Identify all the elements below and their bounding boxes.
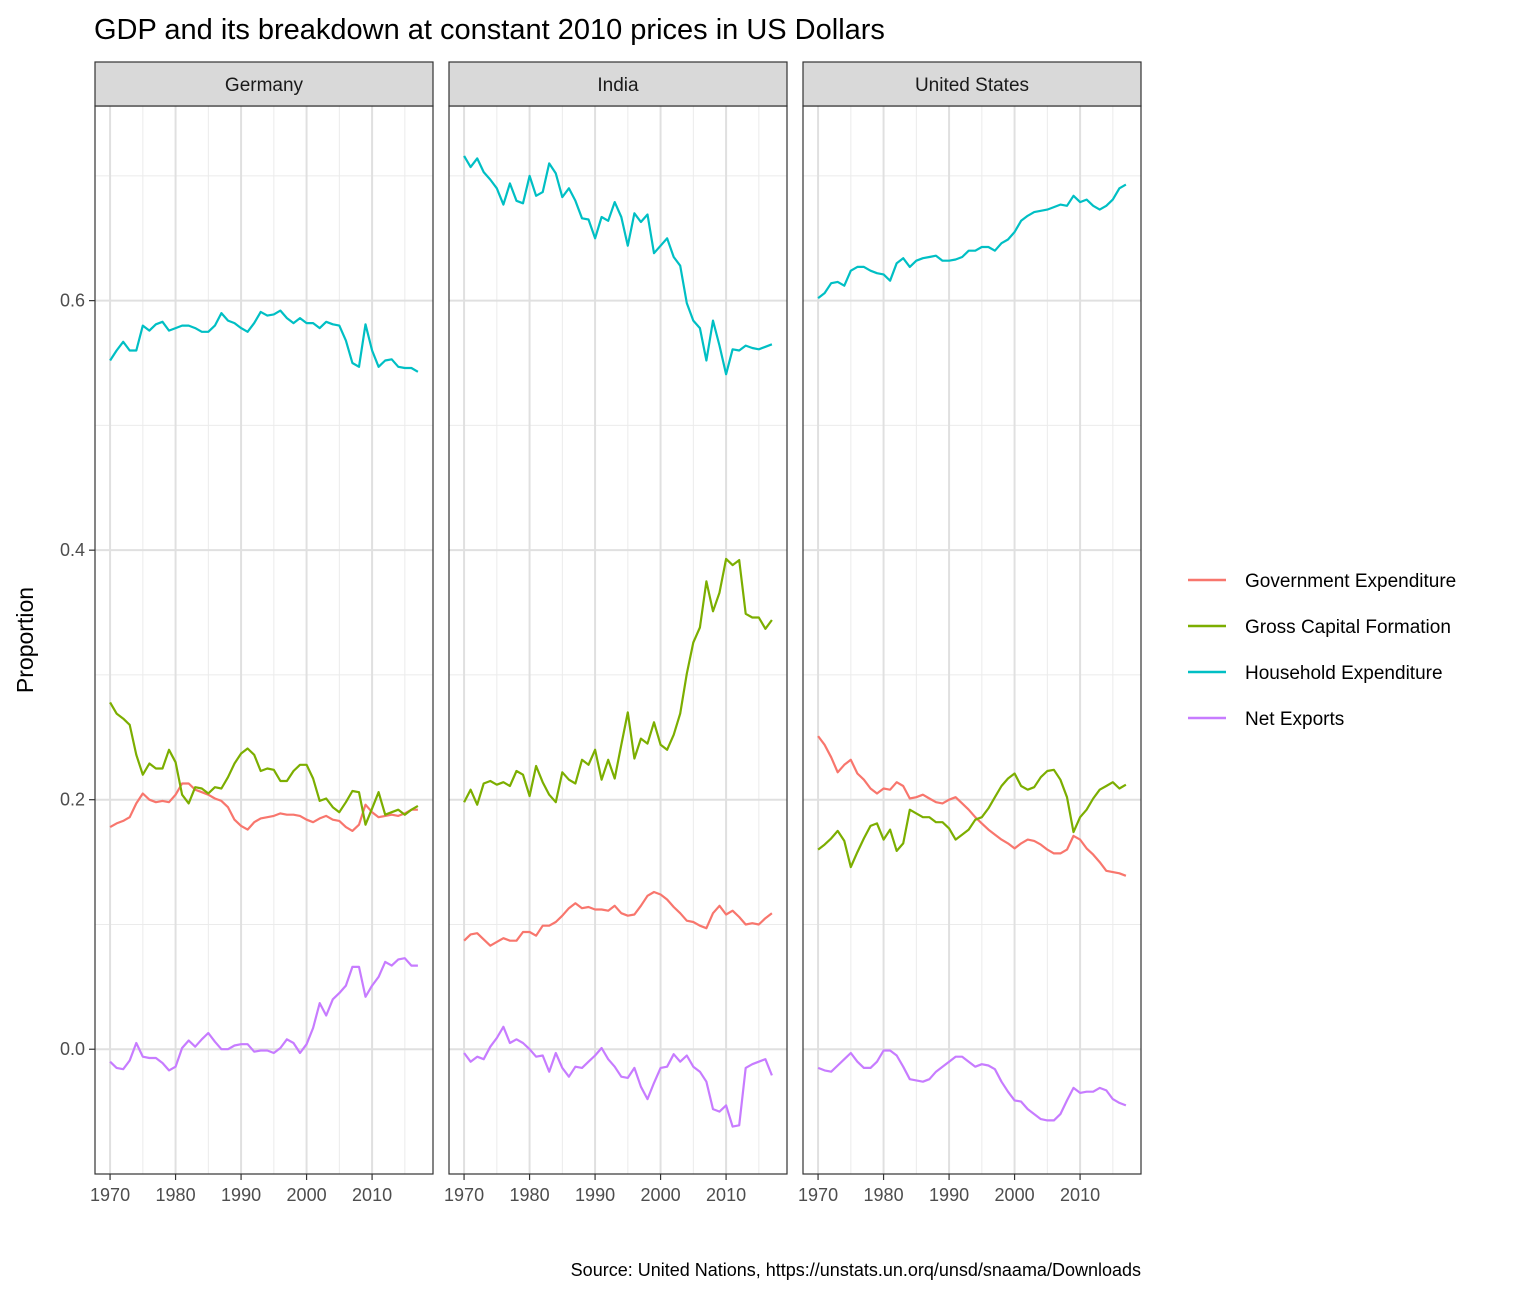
series-line-government-expenditure	[463, 890, 773, 947]
x-tick-label: 2000	[287, 1185, 327, 1205]
x-tick-label: 1970	[798, 1185, 838, 1205]
x-tick-label: 1970	[444, 1185, 484, 1205]
series-line-government-expenditure	[109, 782, 418, 833]
series-line-gross-capital-formation	[109, 701, 419, 826]
legend-label-gross-capital-formation: Gross Capital Formation	[1245, 617, 1451, 638]
legend-label-net-exports: Net Exports	[1245, 709, 1344, 730]
source-caption: Source: United Nations, https://unstats.…	[571, 1260, 1141, 1280]
x-tick-label: 2000	[641, 1185, 681, 1205]
x-tick-label: 1990	[575, 1185, 615, 1205]
series-line-government-expenditure	[817, 735, 1127, 877]
y-axis: 0.0 0.2 0.4 0.6	[60, 291, 95, 1059]
series-line-household-expenditure	[109, 309, 419, 373]
panel-india: India 1970 1980 1990 2000 2010	[444, 61, 788, 1205]
facet-strip	[94, 61, 434, 107]
legend-item-gross-capital-formation: Gross Capital Formation	[1188, 617, 1451, 638]
legend-item-household-expenditure: Household Expenditure	[1188, 663, 1443, 684]
x-tick-label: 1990	[929, 1185, 969, 1205]
x-tick-label: 2010	[352, 1185, 392, 1205]
facet-strip-label: United States	[915, 75, 1029, 96]
x-tick-label: 1980	[156, 1185, 196, 1205]
x-tick-label: 2010	[1060, 1185, 1100, 1205]
y-axis-title: Proportion	[12, 587, 38, 693]
panel-background	[803, 106, 1141, 1174]
series-line-net-exports	[463, 1025, 773, 1128]
series-line-gross-capital-formation	[817, 768, 1127, 869]
x-tick-label: 1970	[90, 1185, 130, 1205]
legend-label-government-expenditure: Government Expenditure	[1245, 571, 1456, 592]
panel-germany: Germany 1970 1980 1990 2000 2010	[90, 61, 434, 1205]
series-line-net-exports	[817, 1049, 1127, 1122]
y-tick-label: 0.0	[60, 1039, 85, 1059]
legend-item-net-exports: Net Exports	[1188, 709, 1344, 730]
chart-title: GDP and its breakdown at constant 2010 p…	[94, 14, 885, 46]
panels: Germany 1970 1980 1990 2000 2010 India 1970 1980…	[90, 61, 1142, 1205]
series-line-gross-capital-formation	[463, 557, 773, 806]
facet-strip-label: Germany	[225, 75, 304, 96]
facet-strip	[802, 61, 1142, 107]
x-tick-label: 1980	[864, 1185, 904, 1205]
legend-item-government-expenditure: Government Expenditure	[1188, 571, 1456, 592]
x-tick-label: 2000	[995, 1185, 1035, 1205]
facet-strip	[448, 61, 788, 107]
x-tick-label: 1980	[510, 1185, 550, 1205]
y-tick-label: 0.2	[60, 790, 85, 810]
series-line-household-expenditure	[463, 155, 773, 376]
y-tick-label: 0.6	[60, 291, 85, 311]
series-line-net-exports	[109, 957, 418, 1072]
legend: Government Expenditure Gross Capital For…	[1188, 571, 1456, 730]
y-tick-label: 0.4	[60, 540, 85, 560]
panel-united-states: United States 1970 1980 1990 2000 2010	[798, 61, 1142, 1205]
facet-strip-label: India	[597, 75, 639, 96]
x-tick-label: 1990	[221, 1185, 261, 1205]
legend-label-household-expenditure: Household Expenditure	[1245, 663, 1443, 684]
panel-background	[449, 106, 787, 1174]
series-line-household-expenditure	[817, 183, 1127, 299]
x-tick-label: 2010	[706, 1185, 746, 1205]
panel-background	[95, 106, 433, 1174]
